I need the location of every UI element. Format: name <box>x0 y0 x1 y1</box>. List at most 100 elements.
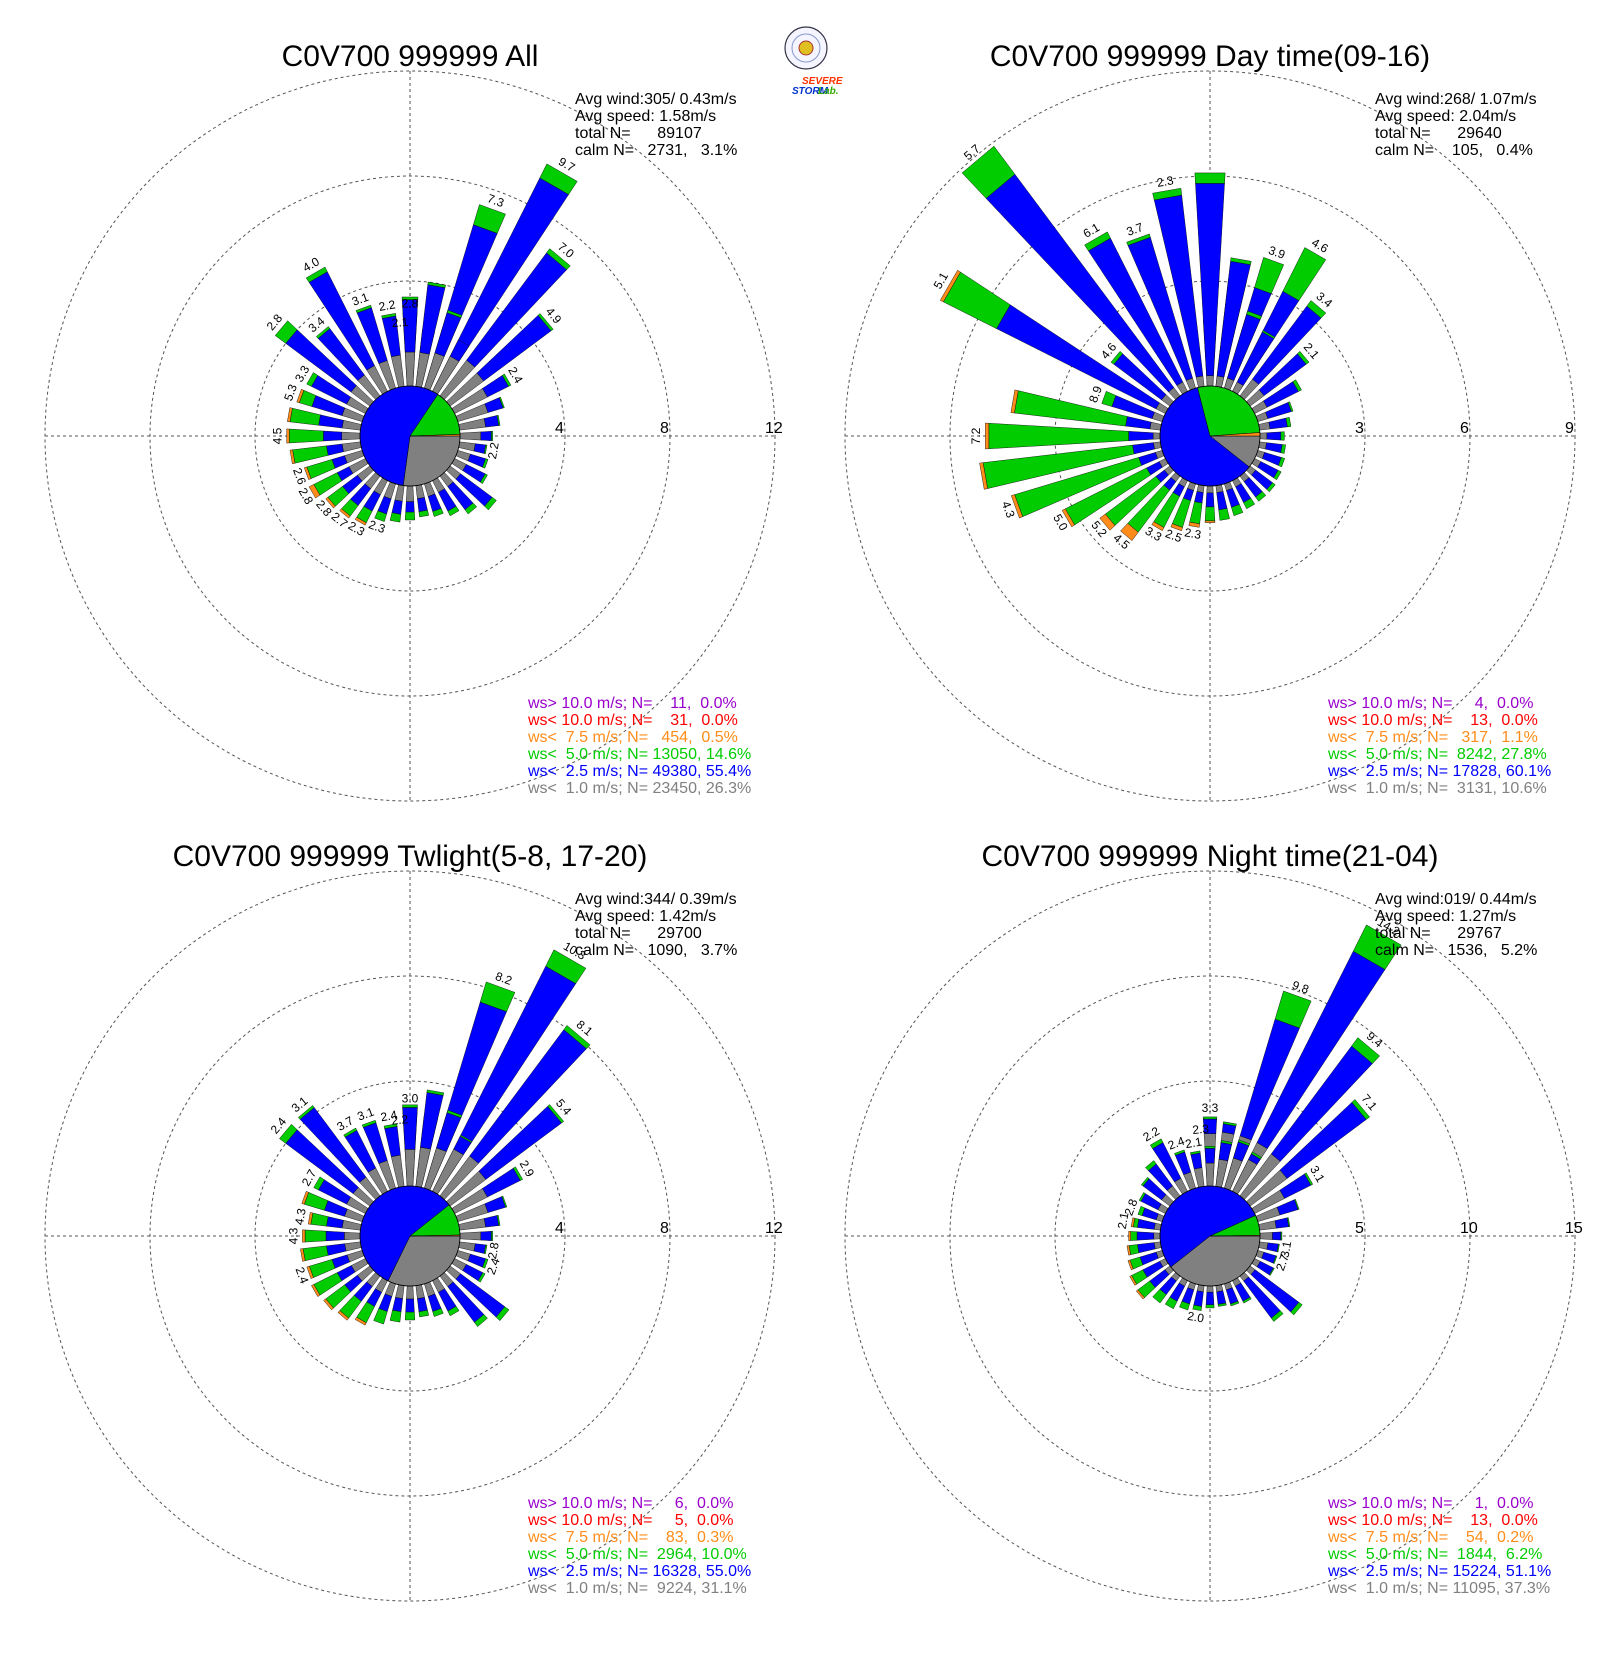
wind-bar-segment <box>384 1281 396 1297</box>
wind-bar-segment <box>1179 1300 1190 1311</box>
wind-bar-segment <box>405 501 415 513</box>
wind-bar-segment <box>1130 1217 1135 1228</box>
wind-bar-segment <box>1226 488 1240 508</box>
wind-bar-segment <box>480 1231 492 1241</box>
ring-label: 4 <box>555 420 564 437</box>
wind-bar-segment <box>1266 431 1282 441</box>
bar-value-label: 7.2 <box>969 427 983 444</box>
wind-bar-segment <box>300 1248 306 1262</box>
bar-value-label: 2.8 <box>1122 1197 1141 1218</box>
wind-bar-segment <box>302 1245 329 1262</box>
ring-label: 4 <box>555 1220 564 1237</box>
windrose-panel: C0V700 999999 Twlight(5-8, 17-20) 4 8 12 3.0… <box>44 840 783 1602</box>
wind-bar-segment <box>1262 330 1276 339</box>
wind-bar-segment <box>988 423 1129 449</box>
stats-line: Avg speed: 2.04m/s <box>1375 108 1516 125</box>
wind-bar-segment <box>1269 1267 1275 1276</box>
wind-bar-segment <box>1206 485 1214 494</box>
ring-label: 12 <box>765 1220 783 1237</box>
wind-bar-segment <box>344 1232 361 1240</box>
wind-bar-segment <box>1225 1287 1239 1305</box>
wind-bar-segment <box>374 510 387 522</box>
wind-bar-segment <box>418 1309 429 1318</box>
wind-bar-segment <box>306 372 319 387</box>
wind-bar-segment <box>1193 1167 1205 1188</box>
pie-outline <box>359 385 461 487</box>
bar-value-label: 2.1 <box>391 315 409 330</box>
wind-bar-segment <box>316 326 331 339</box>
bar-value-label: 2.2 <box>485 441 502 460</box>
wind-bar-segment <box>459 1134 473 1143</box>
wind-bar-segment <box>1278 457 1285 468</box>
stats-line: calm N= 1536, 5.2% <box>1375 942 1537 959</box>
bar-value-label: 4.3 <box>286 1227 300 1244</box>
legend-entry: ws< 5.0 m/s; N= 13050, 14.6% <box>527 746 751 763</box>
wind-bar-segment <box>479 981 516 1012</box>
wind-bar-segment <box>483 444 488 455</box>
legend-entry: ws> 10.0 m/s; N= 6, 0.0% <box>527 1495 733 1512</box>
legend-entry: ws< 2.5 m/s; N= 17828, 60.1% <box>1327 763 1551 780</box>
bar-value-label: 2.4 <box>484 1256 503 1277</box>
ring-label: 8 <box>660 1220 669 1237</box>
ring-label: 5 <box>1355 1220 1364 1237</box>
wind-bar-segment <box>458 1241 476 1252</box>
bar-value-label: 3.3 <box>1202 1101 1219 1115</box>
wind-bar-segment <box>1258 421 1271 431</box>
wind-bar-segment <box>1110 351 1123 365</box>
wind-bar-segment <box>1216 1290 1227 1305</box>
wind-bar-segment <box>1128 431 1154 441</box>
bar-value-label: 8.2 <box>494 969 515 988</box>
chart-title: C0V700 999999 Day time(09-16) <box>990 40 1430 73</box>
wind-bar-segment <box>1137 1242 1156 1254</box>
bar-value-label: 2.6 <box>290 466 309 487</box>
wind-bar-segment <box>1276 1243 1280 1253</box>
wind-bar-segment <box>373 1308 388 1325</box>
wind-bar-segment <box>406 485 414 502</box>
wind-bar-segment <box>292 445 329 464</box>
wind-bar-segment <box>1164 1296 1178 1310</box>
wind-bar-segment <box>1170 523 1183 532</box>
wind-bar-segment <box>1141 1207 1159 1221</box>
wind-bar-segment <box>1127 1259 1134 1271</box>
wind-bar-segment <box>1218 508 1230 521</box>
wind-bar-segment <box>378 1293 393 1312</box>
wind-bar-segment <box>279 1124 298 1144</box>
pie-outline <box>359 1185 461 1287</box>
legend-entry: ws< 1.0 m/s; N= 3131, 10.6% <box>1327 780 1547 797</box>
wind-bar-segment <box>1259 1232 1273 1240</box>
wind-bar-segment <box>1204 506 1216 522</box>
wind-bar-segment <box>1139 1251 1159 1266</box>
wind-bar-segment <box>392 1297 403 1312</box>
wind-bar-segment <box>473 1243 486 1254</box>
wind-bar-segment <box>1195 183 1225 376</box>
wind-bar-segment <box>1243 498 1256 510</box>
wind-bar-segment <box>484 496 497 511</box>
wind-bar-segment <box>1135 1289 1145 1300</box>
stats-line: total N= 29700 <box>575 925 702 942</box>
wind-bar-segment <box>339 508 351 519</box>
bar-value-label: 2.2 <box>391 1112 409 1127</box>
wind-bar-segment <box>546 248 571 270</box>
wind-bar-segment <box>1306 300 1327 319</box>
legend-entry: ws< 7.5 m/s; N= 454, 0.5% <box>527 729 738 746</box>
wind-bar-segment <box>418 509 429 518</box>
wind-bar-segment <box>384 1126 401 1157</box>
wind-bar-segment <box>449 339 470 362</box>
wind-bar-segment <box>355 304 372 314</box>
wind-bar-segment <box>459 431 482 441</box>
wind-bar-segment <box>512 1166 523 1181</box>
wind-bar-segment <box>1190 1152 1203 1170</box>
legend-entry: ws< 7.5 m/s; N= 83, 0.3% <box>527 1529 733 1546</box>
wind-bar-segment <box>1137 1205 1146 1216</box>
wind-bar-segment <box>482 1258 489 1269</box>
wind-bar-segment <box>298 1105 315 1120</box>
legend-entry: ws< 2.5 m/s; N= 15224, 51.1% <box>1327 1563 1551 1580</box>
legend-entry: ws> 10.0 m/s; N= 4, 0.0% <box>1327 695 1533 712</box>
stats-line: Avg wind:305/ 0.43m/s <box>575 91 737 108</box>
wind-bar-segment <box>341 1220 362 1231</box>
wind-bar-segment <box>415 1284 425 1299</box>
wind-bar-segment <box>406 1285 414 1300</box>
wind-bar-segment <box>1193 1290 1204 1307</box>
wind-bar-segment <box>1010 494 1023 519</box>
wind-bar-segment <box>1215 375 1225 388</box>
